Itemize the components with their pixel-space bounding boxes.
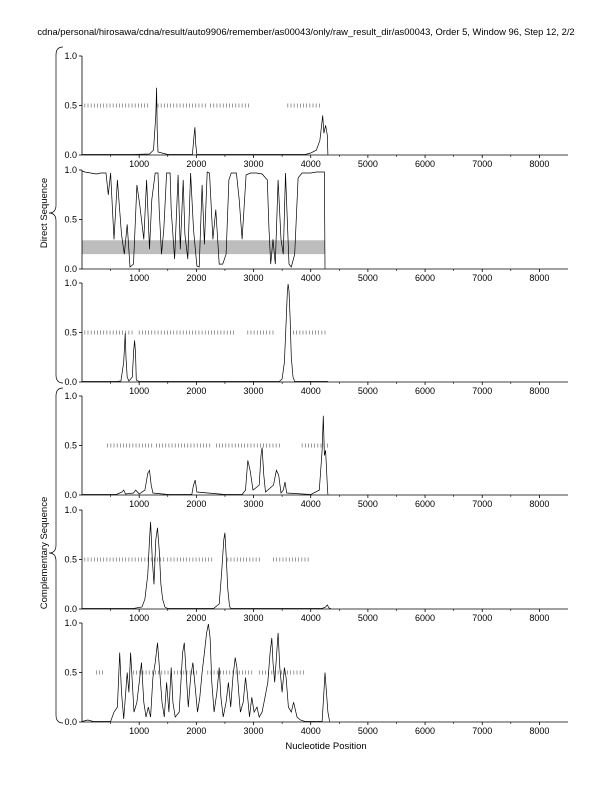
- x-tick-label: 2000: [186, 273, 206, 283]
- x-tick-label: 8000: [529, 273, 549, 283]
- x-tick-label: 1000: [129, 726, 149, 736]
- y-tick-label: 0.5: [64, 328, 77, 338]
- y-tick-label: 0.0: [64, 150, 77, 160]
- y-tick-label: 1.0: [64, 505, 77, 515]
- x-tick-label: 2000: [186, 159, 206, 169]
- x-tick-label: 1000: [129, 273, 149, 283]
- panels: 0.0 0.5 1.0 1000 2000 3000 4000 5000 6000 7000 800…: [64, 51, 568, 736]
- x-tick-label: 8000: [529, 386, 549, 396]
- y-tick-label: 0.0: [64, 264, 77, 274]
- y-tick-label: 1.0: [64, 165, 77, 175]
- x-tick-label: 4000: [301, 499, 321, 509]
- complementary-sequence-bracket: [48, 387, 64, 724]
- x-tick-label: 3000: [244, 159, 264, 169]
- y-tick-label: 0.0: [64, 604, 77, 614]
- panel-4: 0.0 0.5 1.0 1000 2000 3000 4000 5000 6000 7000 800…: [64, 391, 568, 509]
- x-tick-label: 1000: [129, 386, 149, 396]
- x-tick-label: 3000: [244, 499, 264, 509]
- x-tick-label: 6000: [415, 386, 435, 396]
- x-tick-label: 2000: [186, 386, 206, 396]
- x-tick-label: 6000: [415, 613, 435, 623]
- x-tick-label: 2000: [186, 613, 206, 623]
- x-tick-label: 3000: [244, 726, 264, 736]
- x-tick-label: 5000: [358, 613, 378, 623]
- x-tick-label: 1000: [129, 159, 149, 169]
- x-tick-label: 1000: [129, 499, 149, 509]
- x-tick-label: 5000: [358, 726, 378, 736]
- x-tick-label: 7000: [472, 726, 492, 736]
- x-tick-label: 4000: [301, 613, 321, 623]
- x-tick-label: 4000: [301, 273, 321, 283]
- x-tick-label: 5000: [358, 273, 378, 283]
- direct-sequence-bracket: [48, 46, 64, 384]
- y-tick-label: 0.5: [64, 101, 77, 111]
- x-tick-label: 4000: [301, 159, 321, 169]
- x-tick-label: 3000: [244, 386, 264, 396]
- y-tick-label: 0.5: [64, 441, 77, 451]
- x-axis-label: Nucleotide Position: [285, 741, 366, 752]
- x-tick-label: 5000: [358, 386, 378, 396]
- x-tick-label: 5000: [358, 499, 378, 509]
- x-tick-label: 7000: [472, 386, 492, 396]
- complementary-sequence-label: Complementary Sequence: [39, 497, 50, 609]
- highlight-band: [82, 240, 325, 255]
- x-tick-label: 4000: [301, 726, 321, 736]
- x-tick-label: 7000: [472, 499, 492, 509]
- series-line: [82, 283, 328, 382]
- x-tick-label: 6000: [415, 159, 435, 169]
- x-tick-label: 7000: [472, 613, 492, 623]
- x-tick-label: 7000: [472, 273, 492, 283]
- panel-6: 0.0 0.5 1.0 1000 2000 3000 4000 5000 6000 7000 800…: [64, 618, 568, 736]
- y-tick-label: 0.5: [64, 668, 77, 678]
- x-tick-label: 2000: [186, 499, 206, 509]
- panel-1: 0.0 0.5 1.0 1000 2000 3000 4000 5000 6000 7000 800…: [64, 51, 568, 169]
- x-tick-label: 4000: [301, 386, 321, 396]
- chart-title: cdna/personal/hirosawa/cdna/result/auto9…: [37, 26, 574, 37]
- x-tick-label: 8000: [529, 613, 549, 623]
- y-tick-label: 1.0: [64, 618, 77, 628]
- y-tick-label: 0.0: [64, 490, 77, 500]
- panel-3: 0.0 0.5 1.0 1000 2000 3000 4000 5000 6000 7000 800…: [64, 278, 568, 396]
- series-line: [81, 623, 330, 722]
- x-tick-label: 8000: [529, 499, 549, 509]
- x-tick-label: 3000: [244, 613, 264, 623]
- series-line: [82, 87, 329, 155]
- series-line: [81, 170, 326, 269]
- x-tick-label: 8000: [529, 726, 549, 736]
- x-tick-label: 1000: [129, 613, 149, 623]
- x-tick-label: 6000: [415, 499, 435, 509]
- panel-2: 0.0 0.5 1.0 1000 2000 3000 4000 5000 6000 7000 800…: [64, 165, 568, 283]
- y-tick-label: 0.0: [64, 377, 77, 387]
- y-tick-label: 0.5: [64, 555, 77, 565]
- y-tick-label: 0.0: [64, 717, 77, 727]
- x-tick-label: 3000: [244, 273, 264, 283]
- y-tick-label: 1.0: [64, 391, 77, 401]
- x-tick-label: 6000: [415, 273, 435, 283]
- y-tick-label: 0.5: [64, 215, 77, 225]
- series-line: [82, 415, 329, 495]
- series-line: [82, 521, 331, 609]
- direct-sequence-label: Direct Sequence: [39, 178, 50, 248]
- x-tick-label: 8000: [529, 159, 549, 169]
- y-tick-label: 1.0: [64, 51, 77, 61]
- y-tick-label: 1.0: [64, 278, 77, 288]
- x-tick-label: 5000: [358, 159, 378, 169]
- x-tick-label: 7000: [472, 159, 492, 169]
- x-tick-label: 6000: [415, 726, 435, 736]
- x-tick-label: 2000: [186, 726, 206, 736]
- panel-5: 0.0 0.5 1.0 1000 2000 3000 4000 5000 6000 7000 800…: [64, 505, 568, 623]
